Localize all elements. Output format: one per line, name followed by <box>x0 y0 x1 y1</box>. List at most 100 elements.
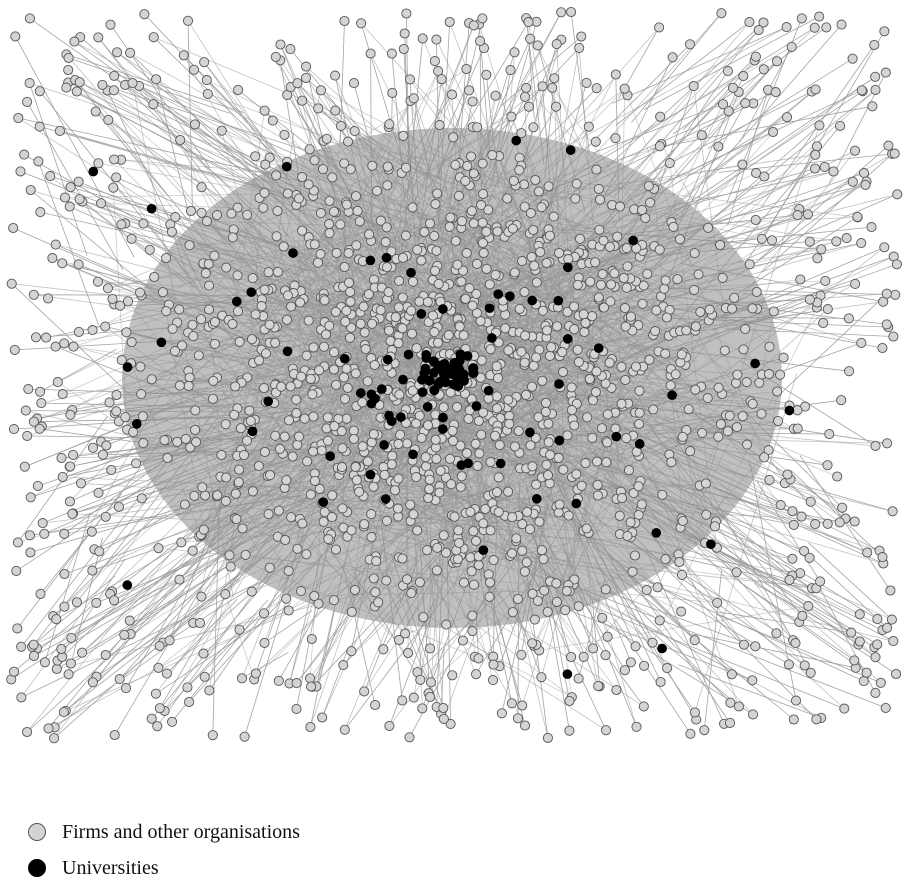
firm-node <box>432 454 441 463</box>
firm-node <box>540 586 549 595</box>
firm-node <box>738 412 747 421</box>
firm-node <box>583 413 592 422</box>
firm-node <box>106 20 115 29</box>
firm-node <box>251 669 260 678</box>
firm-node <box>46 172 55 181</box>
university-node <box>366 256 375 265</box>
university-node <box>707 540 716 549</box>
firm-node <box>342 200 351 209</box>
firm-node <box>626 312 635 321</box>
legend: Firms and other organisations Universiti… <box>28 814 528 886</box>
firm-node <box>812 715 821 724</box>
firm-node <box>341 317 350 326</box>
firm-node <box>180 500 189 509</box>
firm-node <box>380 470 389 479</box>
firm-node <box>376 306 385 315</box>
firm-node <box>231 489 240 498</box>
firm-node <box>359 302 368 311</box>
university-node <box>444 365 453 374</box>
firm-node <box>653 583 662 592</box>
firm-node <box>374 598 383 607</box>
firm-node <box>686 447 695 456</box>
firm-node <box>584 122 593 131</box>
firm-node <box>277 382 286 391</box>
university-node <box>340 354 349 363</box>
firm-node <box>652 306 661 315</box>
firm-node <box>162 253 171 262</box>
firm-node <box>350 585 359 594</box>
firm-node <box>331 545 340 554</box>
firm-node <box>739 72 748 81</box>
firm-node <box>183 16 192 25</box>
firm-node <box>255 356 264 365</box>
firm-node <box>605 358 614 367</box>
firm-node <box>328 173 337 182</box>
firm-node <box>764 370 773 379</box>
firm-node <box>384 288 393 297</box>
firm-node <box>371 700 380 709</box>
firm-node <box>432 35 441 44</box>
firm-node <box>17 693 26 702</box>
firm-node <box>140 10 149 19</box>
firm-node <box>225 551 234 560</box>
firm-node <box>382 516 391 525</box>
firm-node <box>122 328 131 337</box>
firm-node <box>368 319 377 328</box>
university-node <box>528 296 537 305</box>
firm-node <box>635 408 644 417</box>
firm-node <box>595 195 604 204</box>
firm-node <box>447 90 456 99</box>
firm-node <box>248 274 257 283</box>
firm-node <box>661 349 670 358</box>
firm-node <box>731 379 740 388</box>
firm-node <box>504 487 513 496</box>
firm-node <box>36 589 45 598</box>
firm-node <box>456 483 465 492</box>
firm-node <box>394 635 403 644</box>
firm-node <box>615 202 624 211</box>
firm-node <box>632 722 641 731</box>
firm-node <box>449 133 458 142</box>
firm-node <box>665 159 674 168</box>
firm-node <box>533 41 542 50</box>
firm-node <box>402 575 411 584</box>
firm-node <box>537 673 546 682</box>
firm-node <box>369 574 378 583</box>
firm-node <box>361 345 370 354</box>
firm-node <box>552 102 561 111</box>
firm-node <box>739 345 748 354</box>
firm-node <box>726 698 735 707</box>
firm-node <box>44 294 53 303</box>
firm-node <box>599 303 608 312</box>
firm-node <box>88 678 97 687</box>
firm-node <box>282 476 291 485</box>
university-node <box>282 162 291 171</box>
firm-node <box>351 369 360 378</box>
firm-node <box>391 313 400 322</box>
firm-node <box>23 727 32 736</box>
firm-node <box>431 435 440 444</box>
firm-node <box>592 165 601 174</box>
firm-node <box>202 217 211 226</box>
firm-node <box>889 637 898 646</box>
firm-node <box>184 381 193 390</box>
firm-node <box>173 437 182 446</box>
firm-node <box>426 692 435 701</box>
university-node <box>563 335 572 344</box>
firm-node <box>457 277 466 286</box>
firm-node <box>67 633 76 642</box>
firm-node <box>58 259 67 268</box>
firm-node <box>292 409 301 418</box>
firm-node <box>208 394 217 403</box>
firm-node <box>867 223 876 232</box>
firm-node <box>247 587 256 596</box>
firm-node <box>765 342 774 351</box>
firm-node <box>451 160 460 169</box>
firm-node <box>246 416 255 425</box>
firm-node <box>810 164 819 173</box>
firm-node <box>522 558 531 567</box>
firm-node <box>842 234 851 243</box>
firm-node <box>155 704 164 713</box>
firm-node <box>745 18 754 27</box>
firm-node <box>372 557 381 566</box>
